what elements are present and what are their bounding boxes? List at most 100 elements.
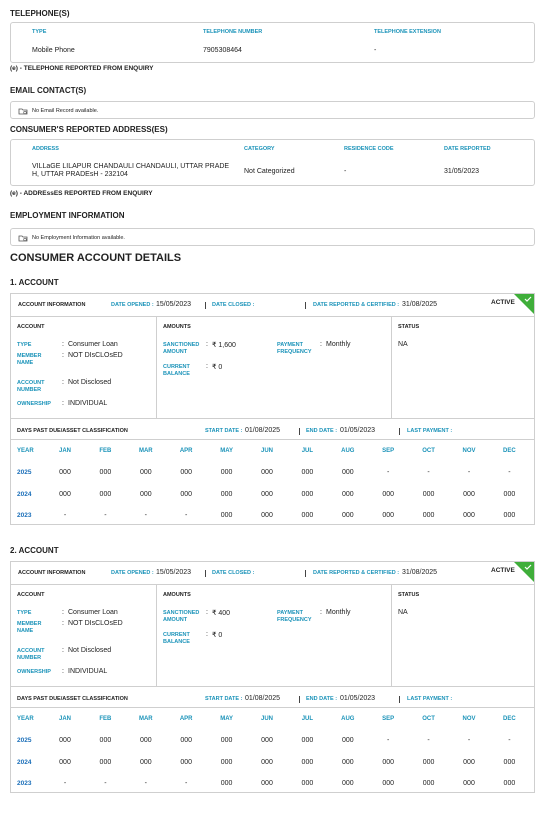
dpd-cell: - [63,780,67,787]
dpd-cell: - [427,737,430,744]
section-title: EMPLOYMENT INFORMATION [10,211,125,220]
cell: 7905308464 [203,47,242,54]
separator: : [62,352,64,359]
year-cell: 2024 [17,490,32,498]
dpd-cell: - [185,780,188,787]
date-value: 31/08/2025 [402,301,438,308]
column-header: NOV [462,448,476,454]
field-value: Monthly [326,609,351,616]
field-label: SANCTIONED AMOUNT [163,610,200,623]
column-header: ADDRESS [32,146,59,152]
dpd-cell: 000 [59,758,71,766]
separator: : [62,379,64,386]
year-cell: 2023 [17,780,32,787]
field-label: TYPE [17,610,32,616]
field-label: SANCTIONED AMOUNT [163,342,200,355]
field-label: ACCOUNT NUMBER [17,648,45,661]
dpd-cell: 000 [261,737,273,744]
cell: Mobile Phone [32,47,75,54]
dpd-cell: 000 [180,469,193,476]
field-value: Not Disclosed [68,379,112,386]
column-header: JUN [260,448,274,454]
field-label: ACCOUNT NUMBER [17,380,45,393]
note: (e) - TELEPHONE REPORTED FROM ENQUIRY [10,65,154,72]
date-value: 15/05/2023 [156,569,192,576]
dpd-cell: 000 [341,737,354,744]
dpd-cell: - [508,469,511,476]
column-header: MAR [138,716,153,722]
status-badge: ACTIVE [491,299,515,306]
field-value: ₹ 0 [212,632,223,639]
separator: : [62,647,64,654]
column-header: YEAR [17,448,34,454]
cell: 31/05/2023 [444,168,480,175]
dpd-cell: 000 [301,758,314,766]
panel-title: AMOUNTS [163,592,191,598]
date-value: 01/05/2023 [340,427,376,434]
dpd-cell: 000 [139,469,152,476]
panel-title: STATUS [398,592,420,598]
dpd-cell: 000 [220,780,233,787]
dpd-cell: 000 [503,780,516,787]
field-value: Not Disclosed [68,647,112,654]
cell: - [344,168,347,175]
column-header: DATE REPORTED [444,146,491,152]
column-header: JUL [301,448,314,454]
column-header: MAR [138,448,153,454]
divider [399,696,400,703]
field-value: Consumer Loan [68,609,118,616]
dpd-cell: 000 [180,737,193,744]
account-box: ACCOUNT INFORMATION DATE OPENED :15/05/20… [10,293,535,525]
status-corner [514,562,534,582]
column-header: DEC [503,448,516,454]
date-label: START DATE : [205,428,243,434]
dpd-cell: 000 [463,512,475,519]
separator: : [62,609,64,616]
separator: : [62,668,64,675]
column-header: SEP [382,716,395,722]
dpd-cell: 000 [341,469,354,476]
section-title: EMAIL CONTACT(S) [10,86,87,95]
dpd-cell: 000 [341,512,354,519]
section-title: TELEPHONE(S) [10,9,70,18]
field-label: MEMBER NAME [17,353,42,366]
rule [391,316,392,418]
separator: : [206,609,208,616]
dpd-cell: 000 [422,490,435,498]
date-label: END DATE : [306,696,338,702]
field-value: Consumer Loan [68,341,118,348]
rule [11,584,534,585]
dpd-cell: 000 [382,512,395,519]
cell: - [374,47,377,54]
dpd-title: DAYS PAST DUE/ASSET CLASSIFICATION [17,696,128,702]
column-header: NOV [462,716,476,722]
divider [205,302,206,309]
column-header: FEB [99,716,112,722]
dpd-cell: 000 [301,490,314,498]
dpd-cell: 000 [422,758,435,766]
dpd-cell: 000 [422,512,435,519]
column-header: RESIDENCE CODE [344,146,394,152]
field-label: OWNERSHIP [17,401,51,407]
status-badge: ACTIVE [491,567,515,574]
status-corner [514,294,534,314]
column-header: CATEGORY [244,146,275,152]
employment-box: No Employment Information available. [10,228,535,246]
dpd-cell: 000 [341,490,354,498]
empty-message: No Employment Information available. [32,235,125,241]
dpd-cell: - [427,469,430,476]
dpd-cell: 000 [463,758,475,766]
dpd-cell: 000 [301,780,314,787]
column-header: TELEPHONE NUMBER [203,29,263,35]
date-label: DATE CLOSED : [212,570,255,576]
dpd-cell: - [144,780,147,787]
column-header: JAN [58,448,72,454]
column-header: APR [179,716,193,722]
rule [11,686,534,687]
status-value: NA [398,341,408,348]
field-value: INDIVIDUAL [68,400,108,407]
address-table: ADDRESS CATEGORY RESIDENCE CODE DATE REPORT… [10,139,535,186]
dpd-cell: - [104,512,107,519]
dpd-cell: 000 [261,469,273,476]
